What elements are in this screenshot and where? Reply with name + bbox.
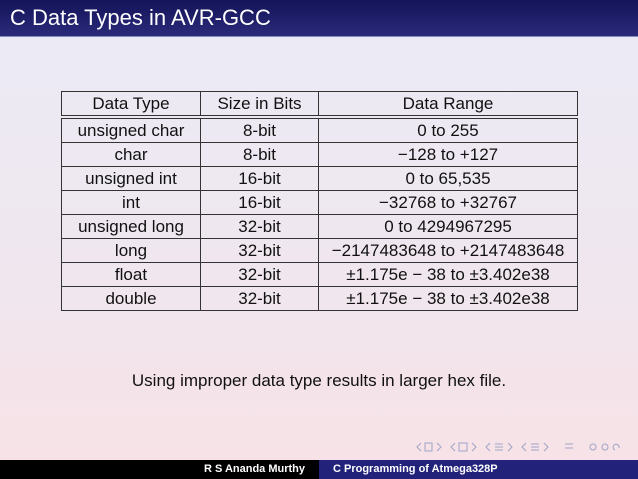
table-cell: 16-bit — [200, 190, 319, 215]
footer: R S Ananda Murthy C Programming of Atmeg… — [0, 460, 638, 479]
table-cell: long — [61, 238, 201, 263]
table-cell: 16-bit — [200, 166, 319, 191]
table-cell: 0 to 255 — [318, 118, 578, 143]
table-cell: 32-bit — [200, 286, 319, 311]
column-header: Size in Bits — [200, 91, 319, 116]
footer-title: C Programming of Atmega328P — [333, 463, 498, 475]
table-cell: 0 to 4294967295 — [318, 214, 578, 239]
table-row: char 8-bit −128 to +127 — [61, 142, 578, 167]
footer-author: R S Ananda Murthy — [203, 463, 305, 475]
table-cell: 8-bit — [200, 118, 319, 143]
slide-title: C Data Types in AVR-GCC — [10, 5, 271, 30]
table-cell: unsigned char — [61, 118, 201, 143]
table-cell: 32-bit — [200, 238, 319, 263]
table-cell: ±1.175e − 38 to ±3.402e38 — [318, 286, 578, 311]
table-row: unsigned int 16-bit 0 to 65,535 — [61, 166, 578, 191]
table-cell: unsigned int — [61, 166, 201, 191]
title-bar: C Data Types in AVR-GCC — [0, 0, 638, 37]
header-row: Data Type Size in Bits Data Range — [61, 91, 578, 116]
table-header: Data Type Size in Bits Data Range — [61, 91, 578, 116]
table-cell: −32768 to +32767 — [318, 190, 578, 215]
column-header: Data Range — [318, 91, 578, 116]
table-row: unsigned char 8-bit 0 to 255 — [61, 118, 578, 143]
data-table: unsigned char 8-bit 0 to 255 char 8-bit −128 … — [61, 118, 578, 311]
table-row: unsigned long 32-bit 0 to 4294967295 — [61, 214, 578, 239]
table-cell: 8-bit — [200, 142, 319, 167]
table-cell: −2147483648 to +2147483648 — [318, 238, 578, 263]
table-row: int 16-bit −32768 to +32767 — [61, 190, 578, 215]
table-cell: char — [61, 142, 201, 167]
table-cell: −128 to +127 — [318, 142, 578, 167]
footer-title-band — [319, 460, 638, 479]
table-cell: 32-bit — [200, 262, 319, 287]
table-row: long 32-bit −2147483648 to +2147483648 — [61, 238, 578, 263]
table-row: double 32-bit ±1.175e − 38 to ±3.402e38 — [61, 286, 578, 311]
table-cell: 0 to 65,535 — [318, 166, 578, 191]
note: Using improper data type results in larg… — [131, 371, 507, 390]
table-cell: double — [61, 286, 201, 311]
table-cell: unsigned long — [61, 214, 201, 239]
table-cell: float — [61, 262, 201, 287]
table-cell: ±1.175e − 38 to ±3.402e38 — [318, 262, 578, 287]
nav-symbols — [416, 442, 620, 452]
table-cell: int — [61, 190, 201, 215]
column-header: Data Type — [61, 91, 201, 116]
table-row: float 32-bit ±1.175e − 38 to ±3.402e38 — [61, 262, 578, 287]
table-cell: 32-bit — [200, 214, 319, 239]
